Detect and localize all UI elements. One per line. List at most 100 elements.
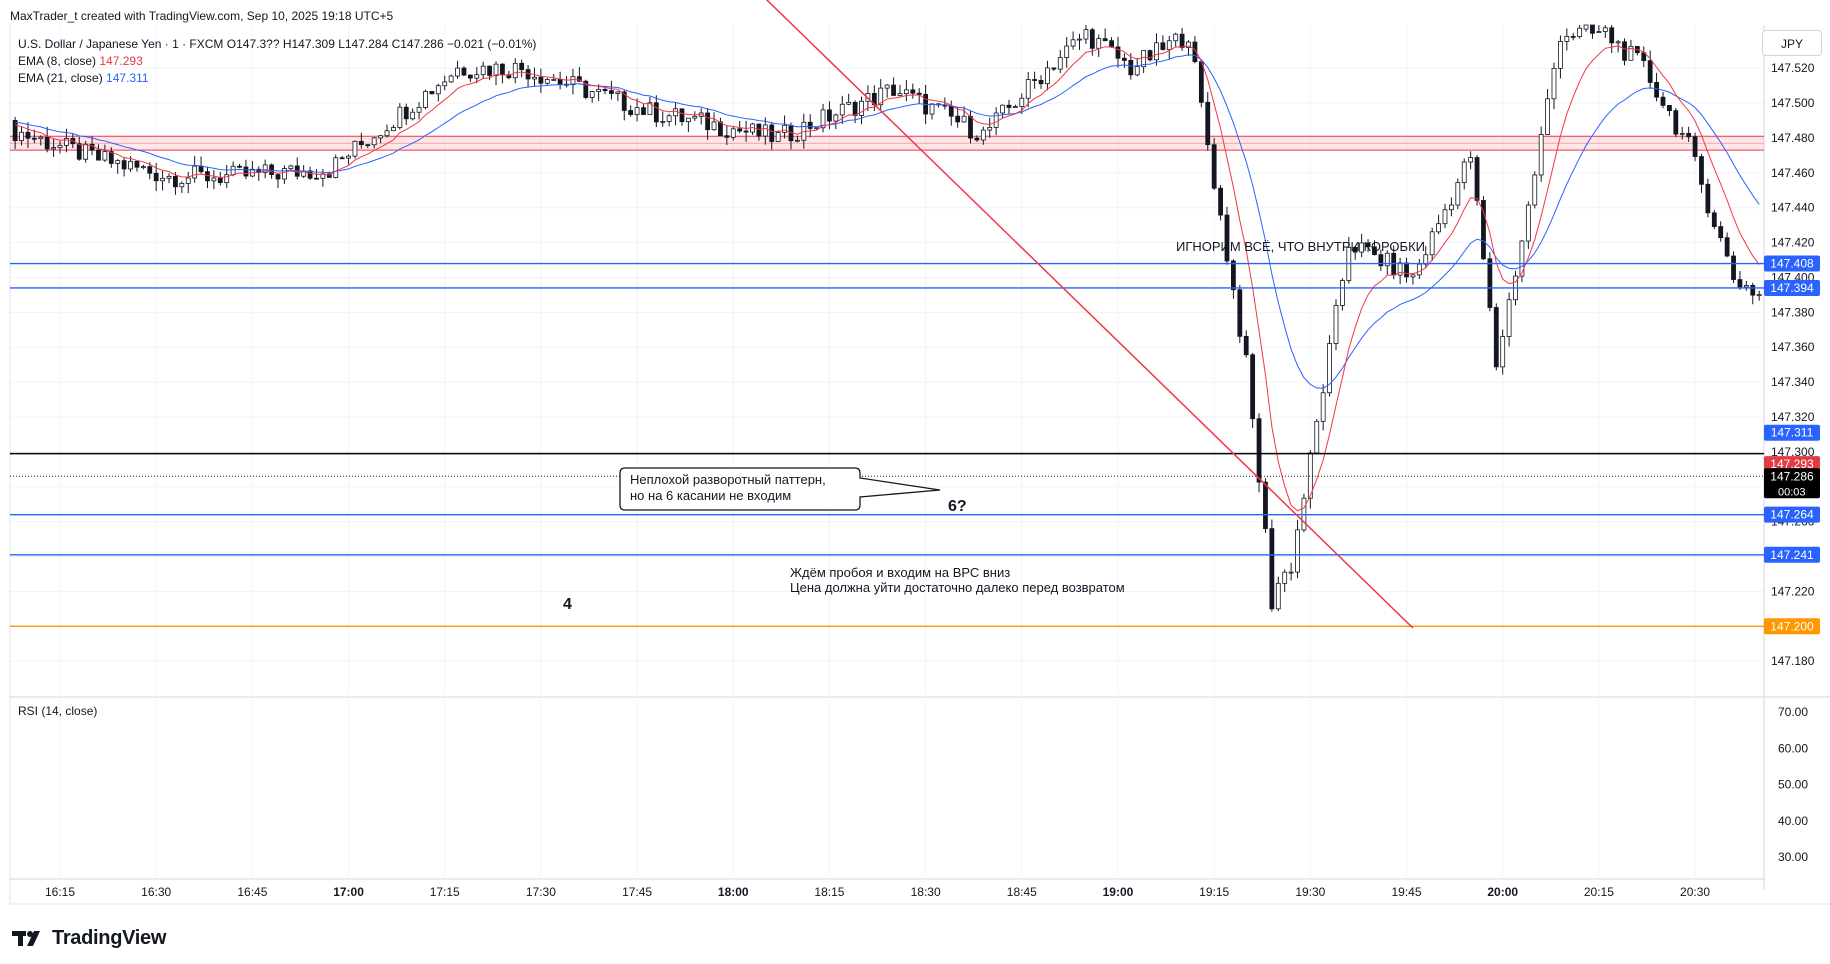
time-tick-label: 17:15 (430, 885, 460, 899)
candle-body (1461, 161, 1467, 183)
candle-body (1256, 418, 1262, 483)
candle-body (1468, 157, 1474, 163)
ema-lines (14, 45, 1760, 512)
candle-body (179, 183, 185, 188)
candle-body (859, 100, 864, 116)
price-label-badge (1764, 456, 1820, 473)
candle-body (115, 160, 121, 164)
rsi-axis[interactable]: 70.00 60.00 50.00 40.00 30.00 (1778, 705, 1808, 864)
candle-body (467, 74, 473, 79)
candle-body (1551, 67, 1557, 100)
candle-body (1628, 45, 1634, 61)
candle-body (1756, 294, 1762, 297)
trendline[interactable] (765, 0, 1414, 629)
time-tick-label: 16:15 (45, 885, 75, 899)
candle-body (1327, 343, 1332, 394)
candle-body (147, 166, 153, 174)
candle-body (307, 170, 313, 179)
candle-body (827, 109, 832, 122)
candle-body (1064, 45, 1070, 58)
candle-body (326, 173, 332, 178)
candle-body (1596, 31, 1602, 33)
price-tick-label: 147.320 (1771, 410, 1815, 424)
candle-body (1442, 209, 1448, 225)
callout-line-2: но на 6 касании не входим (630, 488, 791, 503)
time-axis[interactable]: 16:15 16:30 16:45 17:00 17:15 17:30 17:45 18:00… (45, 885, 1710, 899)
candle-body (897, 93, 903, 96)
candle-body (1340, 280, 1345, 306)
price-label-badge (1764, 255, 1820, 272)
candle-body (102, 151, 108, 161)
candle-body (794, 139, 800, 142)
rsi-legend[interactable]: RSI (14, close) (18, 704, 98, 718)
tradingview-logo-text: TradingView (52, 926, 167, 949)
annotation-ignore-box: ИГНОРИМ ВСЁ, ЧТО ВНУТРИ КОРОБКИ (1176, 239, 1425, 254)
candle-body (1449, 204, 1454, 211)
candle-body (512, 62, 518, 79)
candle-body (1000, 104, 1005, 114)
candle-body (19, 131, 24, 142)
candle-body (506, 74, 512, 79)
legend-symbol-row: U.S. Dollar / Japanese Yen · 1 · FXCM O1… (18, 36, 536, 53)
candle-body (948, 105, 954, 117)
price-tick-label: 147.500 (1771, 96, 1815, 110)
candle-body (1372, 246, 1377, 256)
candle-body (358, 140, 364, 145)
candle-body (1089, 29, 1095, 49)
candle-body (1147, 50, 1153, 61)
legend-ema21-label: EMA (21, close) (18, 71, 103, 85)
candle-body (1474, 157, 1480, 201)
annotation-price-far: Цена должна уйти достаточно далеко перед… (790, 580, 1125, 595)
candle-body (1166, 40, 1172, 50)
candle-body (1615, 41, 1621, 44)
candle-body (621, 91, 627, 111)
candle-body (1487, 258, 1493, 308)
candle-body (737, 128, 743, 132)
candle-body (461, 67, 467, 76)
candle-body (1558, 41, 1563, 69)
candle-body (282, 168, 287, 180)
candles (12, 24, 1762, 612)
candle-body (288, 165, 294, 169)
annotation-touch-6: 6? (948, 498, 967, 515)
candle-body (31, 137, 37, 140)
candle-body (1570, 35, 1576, 38)
price-axis[interactable]: 147.520 147.500 147.480 147.460 147.440 147.4… (1771, 61, 1815, 668)
time-tick-label: 19:15 (1199, 885, 1229, 899)
candle-body (76, 143, 82, 160)
candle-body (217, 177, 223, 183)
candle-body (756, 123, 762, 137)
candle-body (1493, 307, 1499, 368)
currency-button[interactable]: JPY (1762, 30, 1822, 56)
candle-body (448, 75, 454, 83)
callout-annotation[interactable]: Неплохой разворотный паттерн, но на 6 ка… (619, 467, 941, 511)
candle-body (1686, 132, 1692, 138)
price-tick-label: 147.440 (1771, 201, 1815, 215)
candle-body (641, 107, 646, 115)
candle-body (718, 121, 723, 137)
candle-body (1519, 240, 1525, 277)
candle-body (929, 103, 935, 115)
candle-body (961, 115, 967, 123)
rsi-tick-label: 70.00 (1778, 705, 1808, 719)
candle-body (1481, 200, 1486, 260)
candle-body (423, 91, 428, 108)
candle-body (916, 92, 922, 95)
candle-body (993, 112, 999, 128)
rsi-tick-label: 30.00 (1778, 850, 1808, 864)
legend-ema8-row[interactable]: EMA (8, close) 147.293 (18, 53, 536, 70)
candle-body (1096, 38, 1102, 49)
legend-symbol[interactable]: U.S. Dollar / Japanese Yen · 1 · FXCM (18, 37, 224, 51)
legend-ema21-row[interactable]: EMA (21, close) 147.311 (18, 70, 536, 87)
candle-body (884, 84, 890, 89)
tradingview-logo-icon (12, 931, 40, 946)
tradingview-logo[interactable]: TradingView (12, 925, 166, 951)
candle-body (1006, 104, 1012, 108)
candle-body (647, 102, 653, 115)
candle-body (987, 126, 993, 131)
candle-body (1525, 204, 1531, 242)
candle-body (1263, 481, 1268, 529)
candle-body (1224, 214, 1230, 262)
